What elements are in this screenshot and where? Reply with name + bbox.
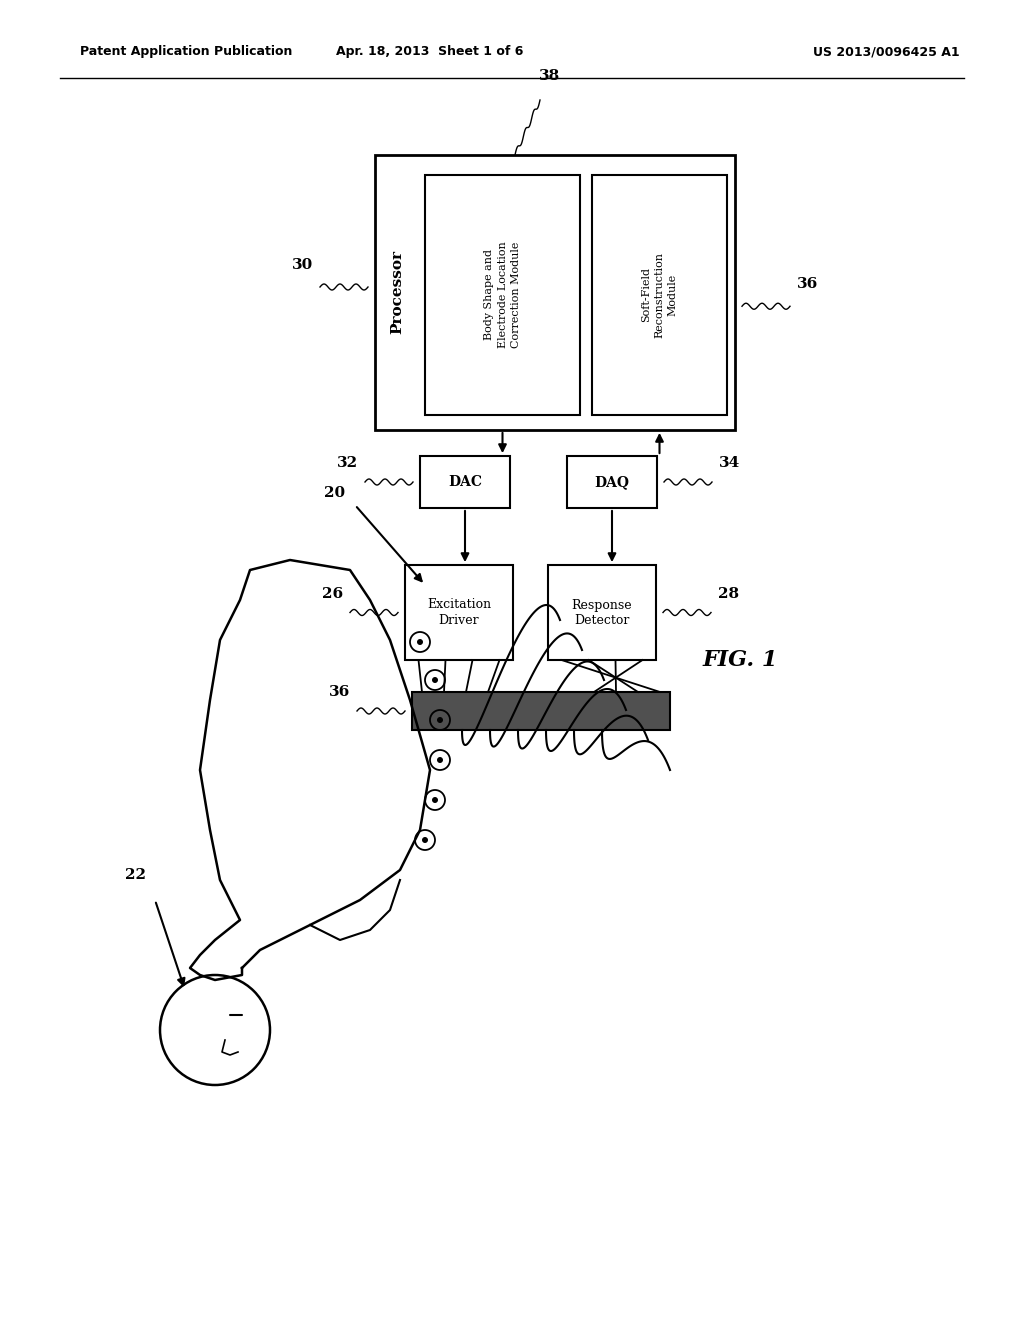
- Circle shape: [417, 639, 423, 645]
- Circle shape: [437, 756, 443, 763]
- Text: Patent Application Publication: Patent Application Publication: [80, 45, 293, 58]
- Text: Apr. 18, 2013  Sheet 1 of 6: Apr. 18, 2013 Sheet 1 of 6: [336, 45, 523, 58]
- Text: Body Shape and
Electrode Location
Correction Module: Body Shape and Electrode Location Correc…: [484, 242, 520, 348]
- Text: 36: 36: [797, 277, 818, 292]
- Bar: [420, 455, 510, 508]
- Text: 36: 36: [329, 685, 350, 700]
- Circle shape: [432, 677, 438, 682]
- Bar: [592, 176, 727, 414]
- Circle shape: [422, 837, 428, 843]
- Bar: [548, 565, 656, 660]
- Bar: [425, 176, 580, 414]
- Text: 30: 30: [292, 257, 313, 272]
- Bar: [375, 154, 735, 430]
- Text: 20: 20: [324, 486, 345, 500]
- Text: FIG. 1: FIG. 1: [702, 649, 777, 671]
- Text: 22: 22: [125, 869, 146, 882]
- Text: 38: 38: [540, 69, 560, 83]
- Bar: [406, 565, 513, 660]
- Text: Processor: Processor: [390, 251, 404, 334]
- Text: DAC: DAC: [449, 475, 482, 488]
- Circle shape: [432, 797, 438, 803]
- Text: Soft-Field
Reconstruction
Module: Soft-Field Reconstruction Module: [641, 252, 678, 338]
- Text: DAQ: DAQ: [595, 475, 630, 488]
- Bar: [412, 692, 670, 730]
- Text: 32: 32: [337, 455, 358, 470]
- Bar: [567, 455, 657, 508]
- Text: Response
Detector: Response Detector: [571, 598, 632, 627]
- Text: 26: 26: [322, 586, 343, 601]
- Text: 34: 34: [719, 455, 740, 470]
- Text: US 2013/0096425 A1: US 2013/0096425 A1: [813, 45, 961, 58]
- Text: 28: 28: [718, 586, 739, 601]
- Text: Excitation
Driver: Excitation Driver: [427, 598, 492, 627]
- Circle shape: [437, 717, 443, 723]
